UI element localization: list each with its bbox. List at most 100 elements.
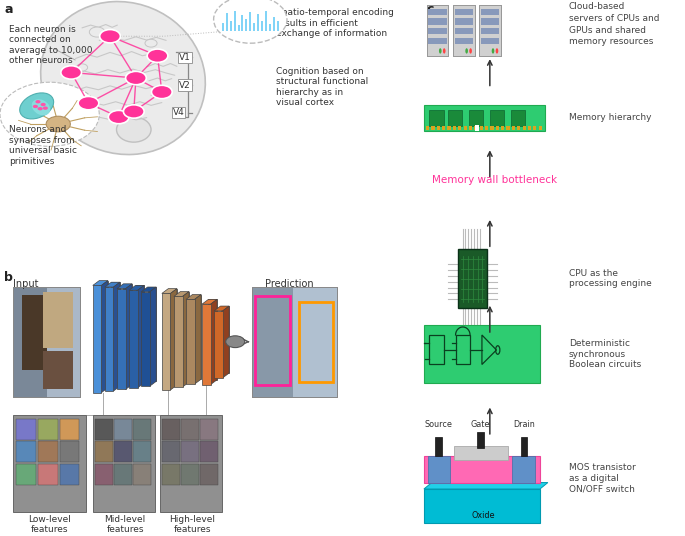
Bar	[485, 126, 488, 130]
Text: Mid-level
features: Mid-level features	[105, 515, 146, 534]
Text: Oxide: Oxide	[471, 511, 495, 520]
Bar	[538, 126, 542, 130]
Text: Drain: Drain	[513, 420, 535, 429]
Bar	[481, 38, 499, 44]
Circle shape	[33, 105, 38, 108]
Bar	[134, 442, 151, 462]
Bar	[469, 110, 483, 126]
Bar	[43, 351, 73, 389]
Bar	[428, 28, 447, 34]
Text: Memory hierarchy: Memory hierarchy	[569, 114, 651, 122]
Bar	[92, 285, 101, 392]
Bar	[429, 335, 444, 364]
Circle shape	[40, 103, 46, 106]
Polygon shape	[210, 299, 217, 385]
Text: Input: Input	[13, 279, 38, 289]
Text: a: a	[4, 3, 13, 16]
Text: b: b	[4, 271, 13, 284]
Bar	[134, 464, 151, 485]
Text: MOS transistor
as a digital
ON/OFF switch: MOS transistor as a digital ON/OFF switc…	[569, 464, 636, 493]
Ellipse shape	[116, 117, 151, 142]
Bar	[454, 446, 508, 460]
Polygon shape	[150, 287, 156, 386]
Bar	[426, 126, 429, 130]
Text: Cloud-based
servers of CPUs and
GPUs and shared
memory resources: Cloud-based servers of CPUs and GPUs and…	[569, 2, 660, 46]
Bar	[464, 126, 466, 130]
Circle shape	[108, 110, 129, 124]
Bar	[16, 419, 36, 440]
Circle shape	[492, 48, 495, 54]
Bar	[424, 105, 545, 131]
Bar	[455, 28, 473, 34]
Bar	[221, 306, 229, 373]
Text: Low-level
features: Low-level features	[28, 515, 71, 534]
Bar	[299, 301, 333, 382]
Bar	[112, 282, 120, 386]
Bar	[458, 126, 462, 130]
Bar	[60, 442, 79, 462]
Bar	[60, 464, 79, 485]
Bar	[455, 9, 473, 15]
Polygon shape	[171, 288, 177, 390]
Polygon shape	[162, 288, 177, 294]
Text: Source: Source	[425, 420, 452, 429]
Bar	[293, 287, 336, 397]
Polygon shape	[223, 306, 229, 378]
Bar	[424, 456, 540, 482]
Ellipse shape	[20, 93, 53, 119]
Bar	[200, 442, 218, 462]
Circle shape	[147, 49, 168, 62]
Bar	[13, 415, 86, 512]
Bar	[517, 126, 521, 130]
Ellipse shape	[32, 99, 50, 115]
Polygon shape	[138, 285, 144, 388]
Bar	[174, 296, 182, 387]
Polygon shape	[114, 282, 120, 391]
Polygon shape	[105, 282, 120, 287]
Polygon shape	[186, 295, 201, 299]
Bar	[162, 442, 179, 462]
Circle shape	[38, 107, 42, 110]
Bar	[429, 110, 444, 126]
Bar	[123, 284, 132, 385]
Polygon shape	[141, 287, 156, 292]
Bar	[479, 5, 501, 56]
Bar	[453, 126, 456, 130]
Bar	[456, 335, 470, 364]
Bar	[424, 325, 540, 383]
Bar	[447, 126, 451, 130]
Bar	[424, 489, 540, 523]
Polygon shape	[195, 295, 201, 384]
Bar	[136, 285, 144, 383]
Circle shape	[496, 48, 498, 54]
Bar	[60, 419, 79, 440]
Bar	[200, 419, 218, 440]
Bar	[95, 442, 112, 462]
Bar	[512, 456, 535, 482]
Bar	[208, 299, 217, 379]
Bar	[200, 464, 218, 485]
Bar	[474, 126, 477, 130]
Text: V2: V2	[179, 80, 191, 90]
Polygon shape	[101, 281, 108, 392]
Text: V1: V1	[179, 53, 191, 62]
Bar	[512, 126, 515, 130]
Bar	[180, 292, 189, 382]
Bar	[95, 464, 112, 485]
Bar	[192, 295, 201, 379]
Text: Gate: Gate	[471, 420, 490, 429]
Circle shape	[125, 71, 147, 85]
Polygon shape	[182, 292, 189, 387]
Bar	[490, 126, 493, 130]
Text: Cognition based on
structural functional
hierarchy as in
visual cortex: Cognition based on structural functional…	[276, 67, 369, 107]
Bar	[129, 291, 138, 388]
Bar	[453, 5, 475, 56]
Bar	[428, 18, 447, 25]
Bar	[490, 110, 504, 126]
Bar	[253, 287, 293, 397]
Text: CPU as the
processing engine: CPU as the processing engine	[569, 269, 651, 288]
Circle shape	[145, 39, 157, 47]
Bar	[428, 456, 450, 482]
Circle shape	[465, 48, 468, 54]
Bar	[253, 287, 336, 397]
